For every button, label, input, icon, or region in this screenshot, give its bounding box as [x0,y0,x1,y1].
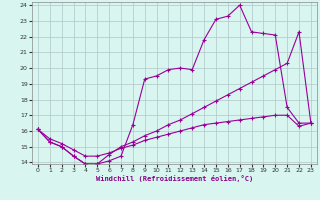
X-axis label: Windchill (Refroidissement éolien,°C): Windchill (Refroidissement éolien,°C) [96,175,253,182]
